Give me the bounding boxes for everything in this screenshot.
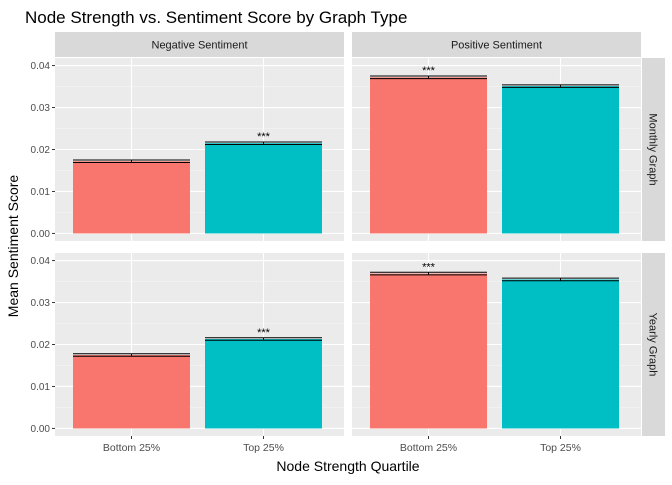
y-tick-label: 0.00	[31, 229, 51, 240]
bar	[370, 273, 487, 429]
y-tick-label: 0.02	[31, 340, 51, 351]
facet-strip-column-label: Positive Sentiment	[451, 40, 542, 52]
x-axis-label: Node Strength Quartile	[276, 458, 419, 474]
y-tick-label: 0.01	[31, 187, 51, 198]
facet-strip-column	[352, 32, 641, 57]
y-tick-label: 0.00	[31, 424, 51, 435]
chart-title: Node Strength vs. Sentiment Score by Gra…	[25, 8, 407, 27]
x-tick-label: Top 25%	[540, 442, 581, 454]
bar	[370, 77, 487, 234]
significance-label: ***	[422, 65, 436, 77]
bar	[502, 279, 619, 429]
facet-strip-row	[642, 58, 665, 241]
y-tick-label: 0.04	[31, 61, 51, 72]
bar	[205, 339, 322, 429]
facet-strip-column	[55, 32, 344, 57]
significance-label: ***	[257, 131, 271, 143]
significance-label: ***	[257, 327, 271, 339]
y-tick-label: 0.02	[31, 145, 51, 156]
y-tick-label: 0.04	[31, 256, 51, 267]
bar	[502, 86, 619, 234]
facet-strip-row	[642, 253, 665, 436]
x-tick-label: Top 25%	[243, 442, 284, 454]
bar	[73, 161, 190, 234]
y-tick-label: 0.01	[31, 382, 51, 393]
x-tick-label: Bottom 25%	[103, 442, 160, 454]
facet-strip-row-label: Yearly Graph	[647, 313, 659, 377]
bar	[73, 354, 190, 429]
panels-layer: Negative Sentiment Positive Sentiment Mont…	[31, 32, 665, 454]
y-tick-label: 0.03	[31, 298, 51, 309]
bar	[205, 143, 322, 234]
significance-label: ***	[422, 261, 436, 273]
y-tick-label: 0.03	[31, 103, 51, 114]
facet-strip-row-label: Monthly Graph	[647, 113, 659, 185]
y-axis-label: Mean Sentiment Score	[5, 175, 21, 318]
facet-strip-column-label: Negative Sentiment	[152, 40, 248, 52]
x-tick-label: Bottom 25%	[400, 442, 457, 454]
